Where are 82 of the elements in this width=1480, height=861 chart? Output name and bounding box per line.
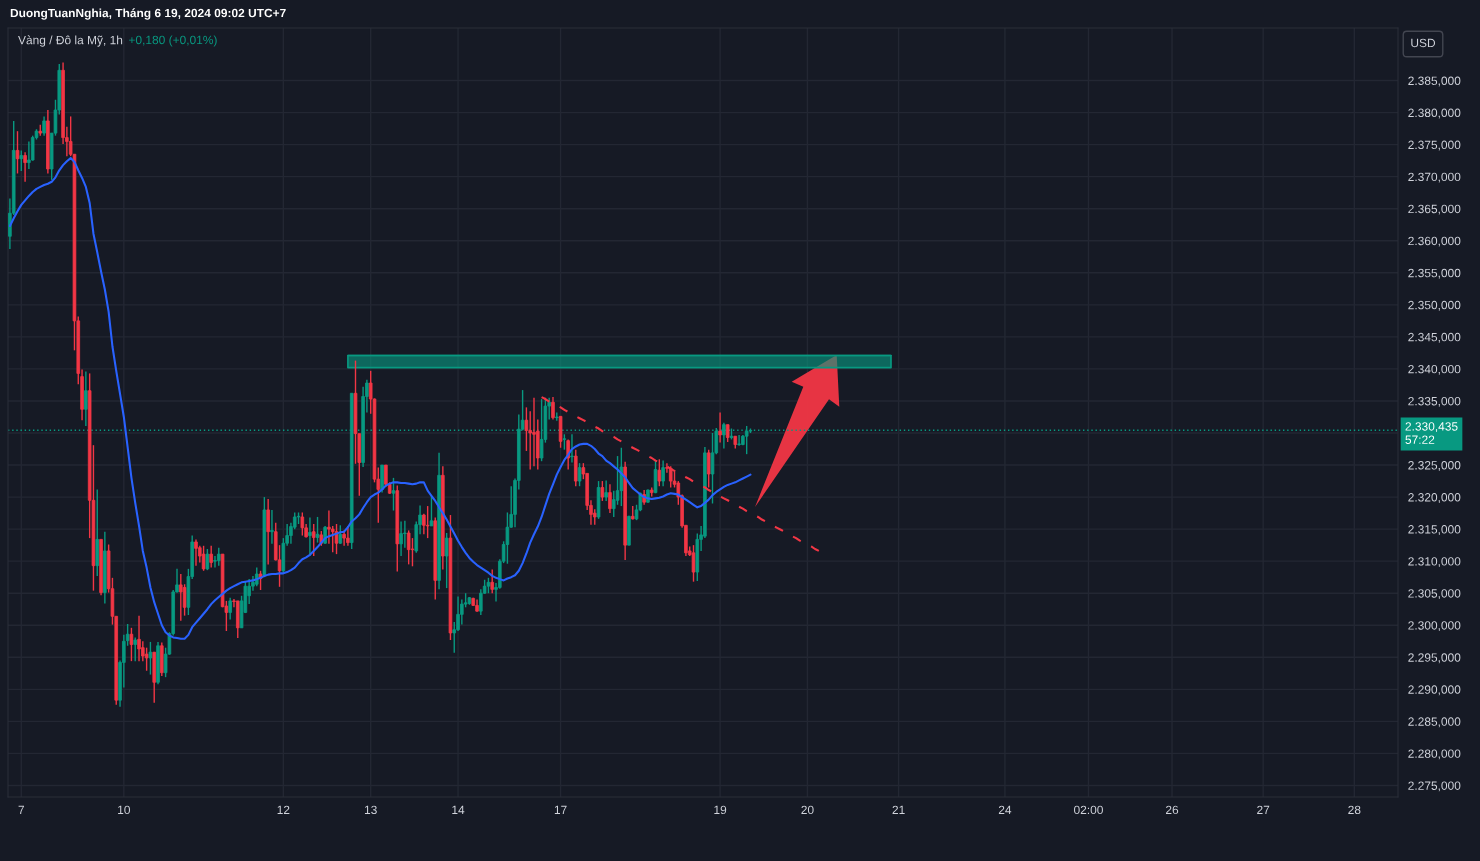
y-tick-label: 2.310,000: [1408, 557, 1461, 568]
y-tick-label: 2.370,000: [1408, 172, 1461, 183]
candlestick: [444, 532, 449, 589]
y-tick-label: 2.375,000: [1408, 140, 1461, 151]
line-series: [540, 396, 820, 552]
x-tick-label: 10: [118, 805, 131, 815]
x-tick-label: 17: [554, 805, 567, 814]
candlestick: [228, 597, 232, 621]
y-tick-label: 2.295,000: [1408, 653, 1461, 664]
line-series: [8, 157, 752, 640]
x-tick-label: 24: [998, 805, 1012, 814]
y-tick-label: 2.315,000: [1408, 525, 1461, 535]
candlestick: [532, 397, 536, 468]
candlestick: [129, 627, 134, 662]
y-tick-label: 2.365,000: [1408, 204, 1461, 215]
candlestick: [608, 483, 612, 514]
candlestick: [133, 636, 138, 662]
candlestick: [84, 370, 88, 427]
x-tick-label: 14: [452, 805, 465, 814]
candlestick: [27, 140, 31, 170]
candlestick: [23, 151, 27, 183]
candlestick: [399, 520, 403, 557]
x-tick-label: 7: [18, 805, 25, 814]
y-tick-label: 2.355,000: [1408, 268, 1461, 279]
candlestick: [551, 396, 555, 421]
candlestick: [148, 641, 153, 676]
candlestick: [308, 516, 312, 557]
candlestick: [577, 462, 582, 487]
text: Vàng / Đô la Mỹ, 1h: [18, 35, 123, 47]
x-tick-label: 27: [1257, 805, 1270, 814]
candlestick: [718, 411, 722, 444]
y-axis-title: USD: [1411, 38, 1436, 48]
candlestick: [524, 406, 529, 452]
y-tick-label: 2.360,000: [1408, 236, 1461, 247]
candlestick: [194, 538, 198, 567]
candlestick: [266, 498, 270, 566]
candlestick: [722, 422, 726, 450]
y-tick-label: 2.275,000: [1408, 781, 1461, 792]
candlestick: [42, 115, 46, 137]
candlestick: [604, 479, 608, 502]
x-tick-label: 02:00: [1074, 805, 1103, 815]
candlestick: [737, 434, 741, 447]
x-tick-label: 19: [714, 805, 727, 815]
y-tick-label: 2.335,000: [1408, 396, 1461, 407]
candlestick: [661, 459, 665, 487]
candlestick: [505, 511, 510, 565]
x-tick-label: 21: [892, 805, 905, 814]
y-tick-label: 2.385,000: [1408, 76, 1461, 87]
x-tick-label: 20: [801, 805, 814, 815]
y-tick-label: 2.320,000: [1408, 493, 1461, 503]
candlestick: [479, 588, 483, 616]
text: DuongTuanNghia, Tháng 6 19, 2024 09:02 UTC+7: [10, 8, 286, 20]
text: +0,180 (+0,01%): [129, 35, 217, 47]
x-tick-label: 12: [277, 805, 290, 814]
candlestick: [311, 523, 316, 557]
y-tick-label: 2.280,000: [1408, 749, 1461, 760]
candlestick: [19, 149, 24, 172]
y-tick-label: 2.350,000: [1408, 300, 1461, 311]
candlestick: [429, 495, 434, 527]
y-tick-label: 2.345,000: [1408, 332, 1461, 343]
y-tick-label: 2.340,000: [1408, 364, 1461, 375]
candlestick: [710, 432, 715, 505]
candlestick: [406, 529, 411, 566]
candlestick: [137, 614, 141, 662]
candlestick: [570, 433, 574, 464]
y-tick-label: 2.300,000: [1408, 621, 1461, 632]
y-tick-label: 2.285,000: [1408, 717, 1461, 728]
candlestick: [619, 447, 624, 507]
candlestick: [490, 568, 495, 594]
x-tick-label: 26: [1165, 805, 1179, 815]
candlestick: [270, 509, 274, 545]
candlestick: [668, 465, 673, 489]
y-tick-label: 2.325,000: [1408, 461, 1461, 471]
candlestick: [334, 523, 339, 555]
y-tick-label: 2.380,000: [1408, 108, 1461, 119]
x-tick-label: 28: [1348, 805, 1361, 815]
y-tick-label: 2.290,000: [1408, 685, 1461, 696]
ref-line-label: 2.330,435 57:22: [1405, 422, 1458, 444]
y-tick-label: 2.305,000: [1408, 589, 1461, 600]
x-tick-label: 13: [364, 805, 377, 815]
candlestick: [209, 545, 213, 569]
candlestick: [179, 573, 183, 622]
